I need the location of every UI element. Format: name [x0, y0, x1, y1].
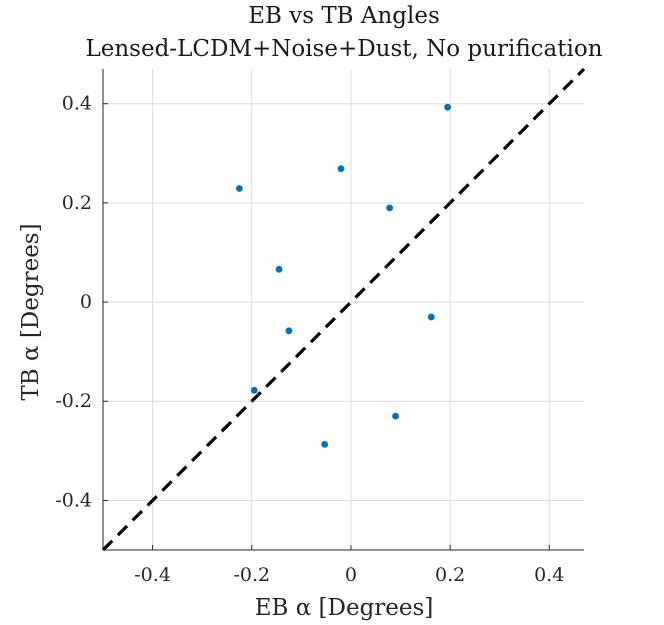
reference-line-group	[101, 67, 586, 552]
data-point	[392, 412, 399, 420]
data-point	[321, 440, 329, 448]
data-points	[235, 103, 452, 448]
y-tick-label: 0	[80, 291, 92, 313]
data-point	[285, 327, 293, 335]
data-point	[427, 313, 435, 321]
y-tick-label: 0.2	[62, 192, 92, 214]
data-point	[275, 265, 283, 273]
x-axis-label: EB α [Degrees]	[255, 595, 434, 621]
chart-title: EB vs TB Angles	[248, 3, 440, 29]
y-tick-label: -0.2	[55, 390, 92, 412]
reference-line	[101, 67, 586, 552]
tick-labels: -0.4 -0.2 0 0.2 0.4 -0.4 -0.2 0 0.2 0.4	[55, 93, 564, 586]
data-point	[337, 165, 345, 173]
x-tick-label: 0	[345, 564, 357, 586]
data-point	[250, 386, 258, 394]
x-tick-label: -0.2	[233, 564, 270, 586]
data-point	[386, 204, 394, 212]
x-tick-label: 0.2	[435, 564, 465, 586]
x-tick-label: 0.4	[534, 564, 564, 586]
y-axis-label: TB α [Degrees]	[18, 223, 44, 400]
y-tick-label: -0.4	[55, 489, 92, 511]
axes	[102, 69, 584, 551]
x-tick-label: -0.4	[134, 564, 171, 586]
data-point	[235, 185, 243, 192]
grid-lines	[103, 69, 584, 550]
y-tick-label: 0.4	[62, 93, 92, 115]
chart-subtitle: Lensed-LCDM+Noise+Dust, No purification	[85, 36, 602, 62]
data-point	[444, 103, 452, 111]
